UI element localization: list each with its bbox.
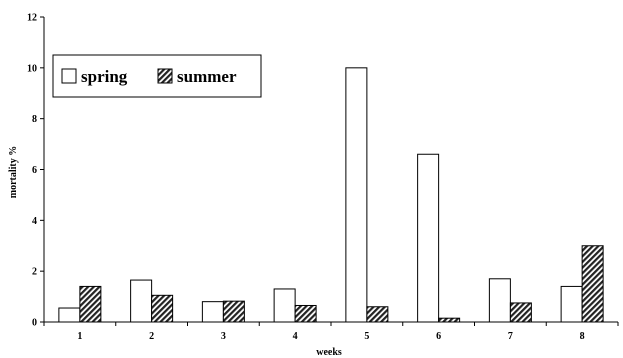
bar-summer-week-5 <box>366 306 389 323</box>
y-tick-label: 12 <box>27 13 37 24</box>
bars-group <box>58 67 604 323</box>
y-tick-label: 8 <box>32 114 37 125</box>
x-tick-label: 8 <box>580 331 585 342</box>
legend-swatch-summer <box>157 68 173 84</box>
x-tick-label: 3 <box>221 331 226 342</box>
x-tick-label: 6 <box>436 331 441 342</box>
bar-spring-week-1 <box>58 307 81 323</box>
legend-box <box>52 54 262 98</box>
y-tick-label: 2 <box>32 267 37 278</box>
y-tick-label: 0 <box>32 318 37 329</box>
x-tick-label: 5 <box>364 331 369 342</box>
bar-summer-week-2 <box>151 294 174 323</box>
legend: spring summer <box>52 54 262 98</box>
x-tick-label: 1 <box>77 331 82 342</box>
bar-summer-week-7 <box>509 302 532 323</box>
legend-swatch-spring <box>61 68 77 84</box>
x-tick-label: 7 <box>508 331 513 342</box>
legend-label-spring: spring <box>81 67 128 86</box>
legend-label-summer: summer <box>177 67 237 86</box>
bar-summer-week-1 <box>79 285 102 323</box>
x-axis-label: weeks <box>316 347 342 358</box>
bar-summer-week-8 <box>581 245 604 323</box>
x-axis-ticks: 1 2 3 4 5 6 7 8 <box>43 322 619 342</box>
y-tick-label: 10 <box>27 63 37 74</box>
bar-spring-week-8 <box>560 285 583 323</box>
x-tick-label: 4 <box>293 331 298 342</box>
bar-summer-week-3 <box>222 300 245 323</box>
bar-spring-week-4 <box>273 288 296 323</box>
bar-spring-week-2 <box>130 279 153 323</box>
bar-spring-week-5 <box>345 67 368 323</box>
bar-spring-week-7 <box>488 278 511 323</box>
y-tick-label: 6 <box>32 165 37 176</box>
y-tick-label: 4 <box>32 216 37 227</box>
x-tick-label: 2 <box>149 331 154 342</box>
y-axis-label: mortality % <box>8 146 19 199</box>
y-axis-ticks: 0 2 4 6 8 10 12 <box>27 13 44 329</box>
bar-spring-week-3 <box>201 301 224 323</box>
bar-summer-week-4 <box>294 304 317 323</box>
bar-spring-week-6 <box>417 153 440 323</box>
bar-summer-week-6 <box>438 317 461 323</box>
